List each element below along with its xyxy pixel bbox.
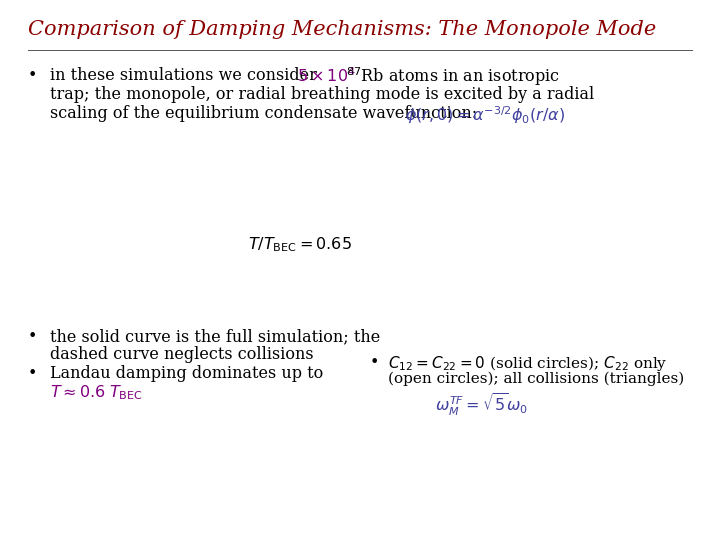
Text: $T \approx 0.6\; T_{\mathrm{BEC}}$: $T \approx 0.6\; T_{\mathrm{BEC}}$ bbox=[50, 383, 143, 402]
Text: $T/T_{\mathrm{BEC}}=0.65$: $T/T_{\mathrm{BEC}}=0.65$ bbox=[248, 235, 352, 254]
Text: scaling of the equilibrium condensate wavefunction:: scaling of the equilibrium condensate wa… bbox=[50, 105, 487, 122]
Text: •: • bbox=[28, 328, 37, 345]
Text: Comparison of Damping Mechanisms: The Monopole Mode: Comparison of Damping Mechanisms: The Mo… bbox=[28, 20, 656, 39]
Text: dashed curve neglects collisions: dashed curve neglects collisions bbox=[50, 346, 314, 363]
Text: $\phi(r,0) = \alpha^{-3/2}\phi_0(r/\alpha)$: $\phi(r,0) = \alpha^{-3/2}\phi_0(r/\alph… bbox=[405, 104, 565, 126]
Text: •: • bbox=[28, 67, 37, 84]
Text: •: • bbox=[28, 365, 37, 382]
Text: $^{87}$Rb atoms in an isotropic: $^{87}$Rb atoms in an isotropic bbox=[346, 65, 560, 87]
Text: the solid curve is the full simulation; the: the solid curve is the full simulation; … bbox=[50, 328, 380, 345]
Text: trap; the monopole, or radial breathing mode is excited by a radial: trap; the monopole, or radial breathing … bbox=[50, 86, 594, 103]
Text: •: • bbox=[370, 354, 379, 371]
Text: in these simulations we consider: in these simulations we consider bbox=[50, 67, 322, 84]
Text: $5 \times 10^{4}$: $5 \times 10^{4}$ bbox=[297, 67, 356, 86]
Text: (open circles); all collisions (triangles): (open circles); all collisions (triangle… bbox=[388, 372, 684, 387]
Text: $C_{12} = C_{22} = 0$ (solid circles); $C_{22}$ only: $C_{12} = C_{22} = 0$ (solid circles); $… bbox=[388, 354, 667, 373]
Text: Landau damping dominates up to: Landau damping dominates up to bbox=[50, 365, 323, 382]
Text: $\omega_M^{TF} = \sqrt{5}\omega_0$: $\omega_M^{TF} = \sqrt{5}\omega_0$ bbox=[435, 392, 528, 418]
